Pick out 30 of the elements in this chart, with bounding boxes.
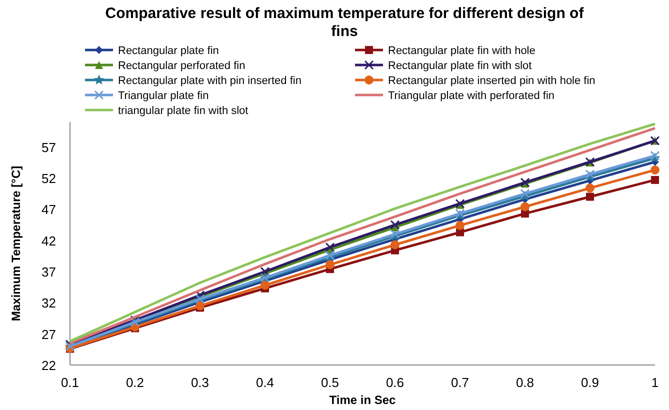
x-tick-label: 0.9 <box>580 375 600 390</box>
x-tick-label: 0.7 <box>450 375 470 390</box>
x-tick-label: 0.6 <box>386 375 404 390</box>
y-tick-label: 37 <box>42 264 56 280</box>
y-tick-label: 52 <box>42 171 56 186</box>
x-axis-title: Time in Sec <box>329 393 396 407</box>
legend-label: Rectangular plate fin <box>118 45 219 57</box>
legend-label: Triangular plate fin <box>118 90 209 102</box>
legend-label: triangular plate fin with slot <box>118 105 248 117</box>
y-tick-label: 27 <box>42 326 56 342</box>
x-tick-label: 0.8 <box>516 375 534 390</box>
legend-label: Rectangular plate fin with hole <box>388 45 536 57</box>
legend-label: Rectangular plate inserted pin with hole fin <box>388 75 596 87</box>
y-tick-label: 32 <box>42 296 56 311</box>
x-tick-label: 0.4 <box>256 375 274 390</box>
x-tick-label: 0.1 <box>60 375 80 390</box>
x-tick-label: 0.5 <box>320 375 340 390</box>
y-tick-label: 22 <box>42 358 56 373</box>
legend-label: Rectangular plate fin with slot <box>388 60 532 72</box>
y-tick-label: 57 <box>42 140 56 155</box>
y-axis-title: Maximum Temperature [°C] <box>9 166 23 322</box>
chart-title: Comparative result of maximum temperature for different design of fins <box>105 5 585 40</box>
y-tick-label: 42 <box>42 233 56 248</box>
x-tick-label: 0.3 <box>190 375 210 390</box>
x-tick-label: 1 <box>651 375 659 390</box>
legend-label: Rectangular perforated fin <box>118 60 246 72</box>
legend-label: Triangular plate with perforated fin <box>388 90 555 102</box>
legend-label: Rectangular plate with pin inserted fin <box>118 75 302 87</box>
y-tick-label: 47 <box>42 202 56 218</box>
x-tick-label: 0.2 <box>126 375 144 390</box>
